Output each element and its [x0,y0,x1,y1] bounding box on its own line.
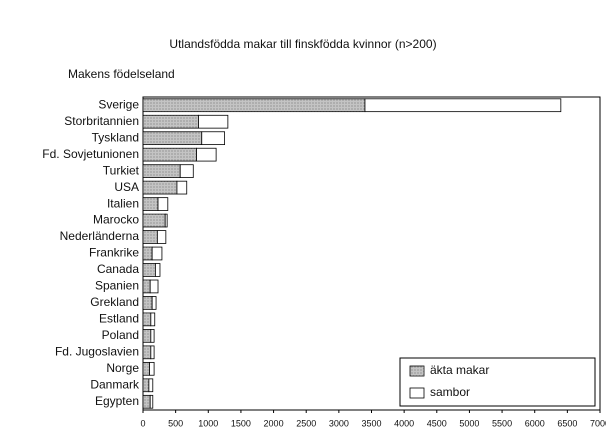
bar-segment [198,114,229,129]
bar-texture [143,280,151,293]
y-tick-label: Turkiet [103,163,140,177]
y-tick-label: Egypten [95,394,139,408]
y-axis-label: Makens födelseland [68,67,175,81]
bar-segment [179,164,194,178]
y-tick-label: Danmark [90,377,140,391]
bar-texture [143,345,151,359]
y-tick-label: Tyskland [92,130,139,144]
x-tick-label: 1000 [198,418,218,428]
bar-texture [143,329,151,343]
legend-swatch [409,387,425,399]
bar-segment [156,230,167,244]
bar-segment [150,345,155,360]
y-tick-label: USA [114,180,139,194]
x-tick-label: 6000 [525,418,545,428]
legend-label: sambor [430,385,470,399]
bar-segment [151,296,157,310]
x-tick-label: 2000 [264,418,284,428]
y-tick-label: Estland [99,312,139,326]
y-tick-label: Grekland [90,295,139,309]
y-tick-label: Nederländerna [60,229,140,243]
bar-texture [143,395,151,409]
x-tick-label: 3000 [329,418,349,428]
bar-texture [143,98,365,112]
bar-segment [149,394,154,409]
x-tick-label: 4000 [394,418,414,428]
y-tick-label: Storbritannien [64,114,139,128]
y-tick-label: Sverige [98,97,139,111]
y-tick-label: Italien [107,196,139,210]
y-tick-label: Poland [102,328,139,342]
bar-texture [143,181,177,195]
y-tick-label: Marocko [93,213,139,227]
bar-segment [149,279,159,294]
bar-texture [143,296,153,310]
bar-segment [196,147,217,162]
bar-segment [201,131,226,146]
x-tick-label: 7000 [590,418,606,428]
chart-title: Utlandsfödda makar till finskfödda kvinn… [169,37,436,51]
bar-texture [143,164,181,178]
x-tick-label: 5000 [459,418,479,428]
legend-box [399,357,596,407]
y-tick-label: Fd. Jugoslavien [55,345,139,359]
x-tick-label: 5500 [492,418,512,428]
x-tick-label: 3500 [361,418,381,428]
bar-texture [143,148,197,162]
y-tick-label: Spanien [95,279,139,293]
x-tick-label: 1500 [231,418,251,428]
bar-texture [143,197,159,211]
bar-texture [143,115,199,129]
bar-texture [143,247,153,260]
bar-segment [164,213,168,228]
legend-texture [410,366,424,376]
bar-segment [157,197,169,211]
bar-segment [150,329,155,343]
bar-segment [151,246,163,261]
x-tick-label: 4500 [427,418,447,428]
bar-segment [148,378,154,393]
bar-texture [143,362,150,376]
y-tick-label: Fd. Sovjetunionen [42,147,139,161]
x-tick-label: 0 [140,418,145,428]
bar-segment [155,263,161,277]
legend-label: äkta makar [430,363,489,377]
bar-segment [150,312,156,327]
bar-texture [143,312,151,326]
bar-texture [143,214,166,227]
y-tick-label: Canada [97,262,139,276]
y-tick-label: Norge [106,361,139,375]
bar-texture [143,131,202,145]
bar-segment [149,361,155,376]
bar-texture [143,378,149,392]
y-tick-label: Frankrike [89,246,139,260]
bar-texture [143,230,158,244]
bar-texture [143,263,156,277]
x-tick-label: 500 [168,418,183,428]
x-tick-label: 2500 [296,418,316,428]
x-tick-label: 6500 [557,418,577,428]
bar-segment [176,180,188,195]
bar-segment [364,98,562,113]
